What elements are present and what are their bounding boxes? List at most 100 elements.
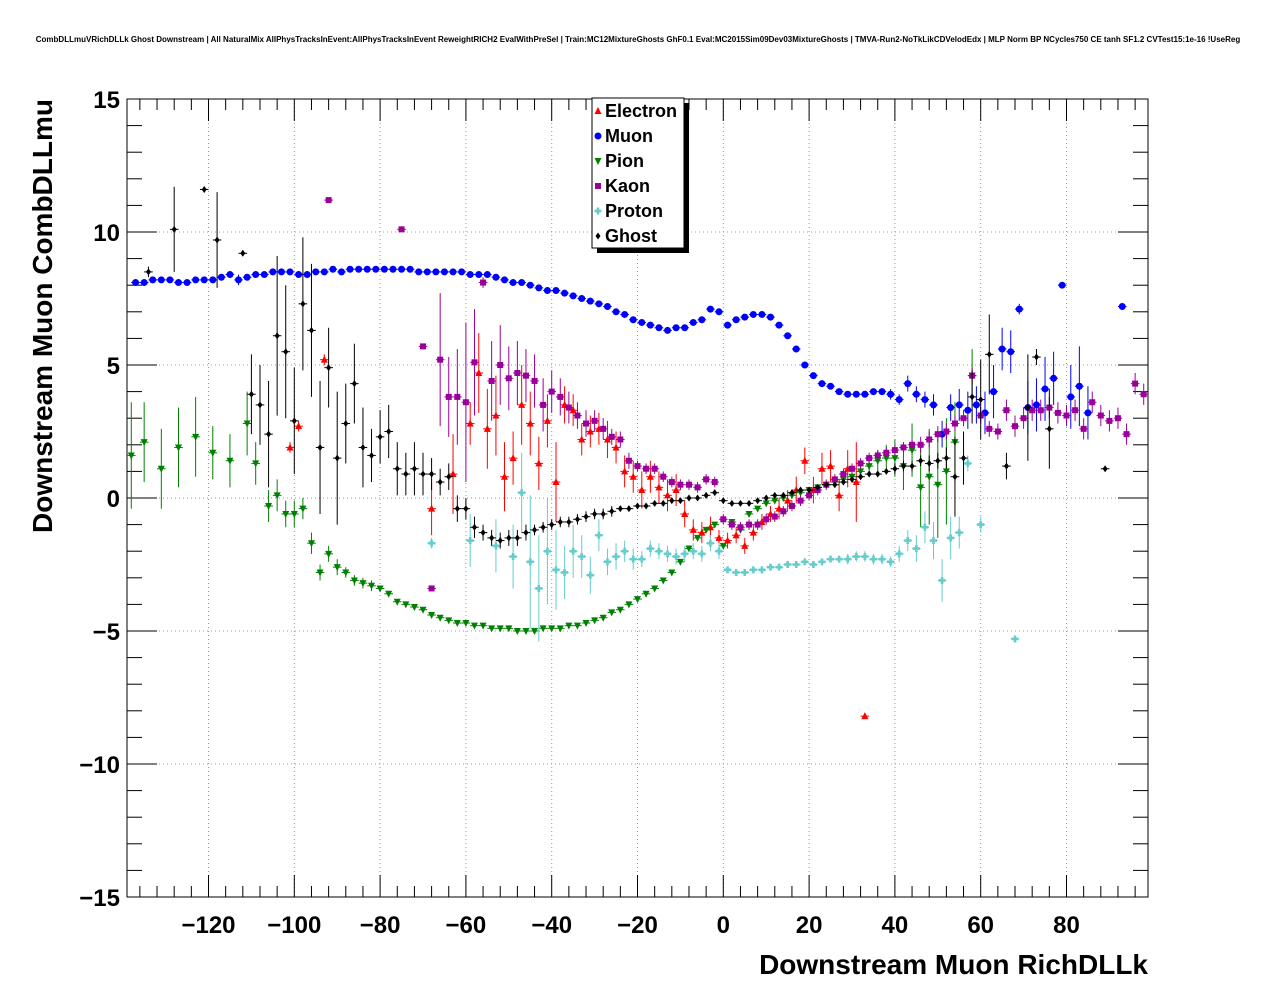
data-point-ghost — [564, 516, 574, 528]
series-ghost — [144, 185, 1110, 549]
data-point-electron — [577, 423, 587, 456]
data-point-kaon — [453, 349, 462, 445]
marker — [638, 318, 646, 326]
marker — [664, 326, 672, 334]
data-point-pion — [624, 601, 634, 609]
data-point-kaon — [736, 521, 745, 533]
data-point-ghost — [907, 460, 917, 472]
marker — [784, 332, 792, 340]
marker — [325, 197, 332, 204]
data-point-ghost — [324, 327, 333, 408]
marker — [526, 419, 534, 427]
marker — [669, 497, 675, 505]
marker — [282, 510, 290, 518]
data-point-kaon — [676, 479, 685, 491]
data-point-proton — [851, 551, 861, 562]
data-point-kaon — [427, 585, 436, 592]
data-point-kaon — [397, 226, 406, 233]
data-point-muon — [380, 265, 389, 273]
data-point-electron — [688, 519, 698, 541]
data-point-kaon — [624, 452, 634, 469]
marker — [763, 516, 770, 523]
data-point-muon — [191, 276, 200, 284]
marker — [724, 321, 732, 329]
marker — [488, 625, 496, 633]
data-point-pion — [607, 609, 617, 617]
marker — [393, 598, 401, 606]
marker — [947, 404, 955, 412]
marker — [1075, 382, 1083, 390]
marker — [754, 521, 761, 528]
marker — [226, 457, 234, 465]
data-point-ghost — [1100, 465, 1110, 473]
marker — [749, 528, 757, 536]
data-point-ghost — [247, 354, 256, 435]
data-point-muon — [749, 310, 758, 318]
marker — [192, 276, 200, 284]
data-point-ghost — [144, 266, 153, 278]
marker — [363, 265, 371, 273]
data-point-kaon — [839, 468, 848, 480]
data-point-kaon — [573, 402, 582, 429]
data-point-electron — [860, 712, 870, 720]
marker — [887, 558, 895, 566]
data-point-ghost — [761, 494, 771, 502]
data-point-kaon — [993, 423, 1003, 440]
marker — [719, 542, 727, 550]
marker — [720, 516, 727, 523]
data-point-muon — [997, 327, 1007, 371]
legend-marker — [594, 158, 602, 165]
marker — [351, 380, 357, 388]
marker — [681, 509, 689, 517]
marker — [672, 486, 680, 494]
marker — [557, 393, 564, 400]
legend-entry-pion: Pion — [594, 151, 644, 171]
marker — [857, 468, 865, 476]
data-point-muon — [783, 332, 792, 340]
marker — [140, 279, 148, 287]
data-point-ghost — [804, 486, 814, 494]
x-tick-label: 20 — [796, 912, 823, 939]
marker — [1012, 423, 1019, 430]
y-tick-label: 5 — [107, 353, 120, 380]
data-point-pion — [127, 402, 136, 509]
marker — [892, 465, 898, 473]
data-point-ghost — [701, 491, 711, 499]
marker — [1132, 380, 1139, 387]
data-point-kaon — [882, 447, 891, 459]
marker — [835, 388, 843, 396]
data-point-muon — [448, 268, 458, 276]
series-kaon — [324, 197, 1148, 592]
data-point-muon — [157, 276, 166, 284]
marker — [882, 455, 890, 463]
marker — [398, 226, 405, 233]
data-point-pion — [667, 569, 677, 577]
marker — [355, 265, 363, 273]
data-point-kaon — [521, 349, 531, 403]
data-point-proton — [680, 545, 689, 562]
marker — [621, 547, 629, 555]
marker — [518, 279, 526, 287]
data-point-muon — [423, 268, 432, 276]
data-point-ghost — [744, 499, 754, 507]
marker — [171, 225, 177, 233]
data-point-muon — [954, 388, 964, 421]
marker — [706, 539, 714, 547]
data-point-electron — [427, 482, 436, 536]
axis-layer: −120 −100 −80 −60 −40 −20 0 20 40 60 80 −15 −10 −5 0 5 1… — [79, 87, 1148, 939]
marker — [643, 502, 649, 510]
marker — [612, 553, 620, 561]
marker — [848, 465, 855, 472]
data-point-pion — [341, 567, 351, 578]
data-point-pion — [401, 601, 411, 609]
data-point-ghost — [753, 497, 762, 505]
data-point-muon — [294, 271, 303, 279]
data-point-ghost — [307, 263, 316, 397]
marker — [689, 525, 697, 533]
legend-entry-muon: Muon — [594, 126, 653, 146]
marker — [972, 401, 980, 409]
data-point-kaon — [1027, 399, 1037, 421]
data-point-ghost — [281, 285, 291, 419]
data-point-pion — [744, 510, 754, 518]
series-electron — [285, 333, 870, 720]
